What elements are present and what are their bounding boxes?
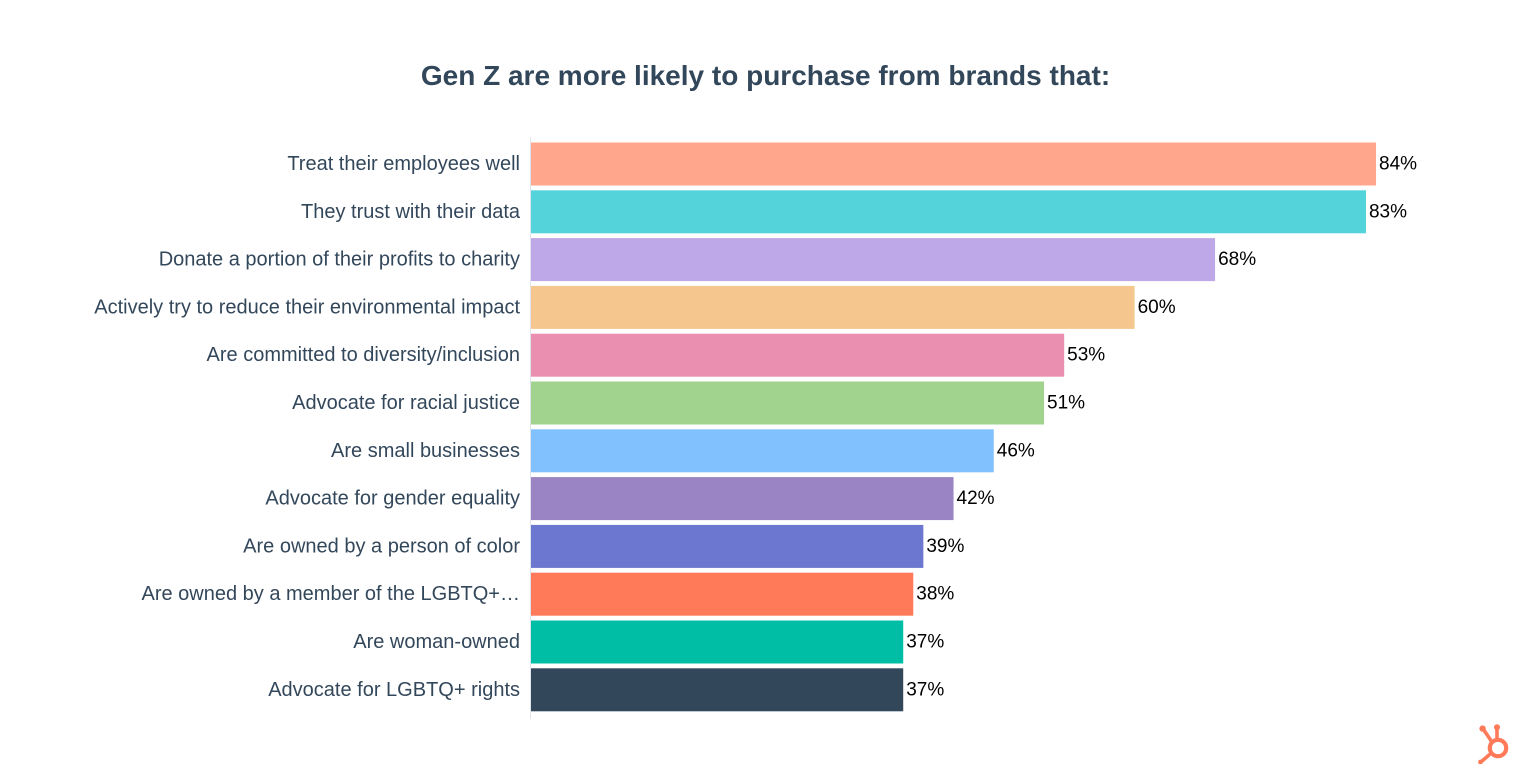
category-labels: Treat their employees well They trust wit… xyxy=(94,153,521,701)
value-label: 38% xyxy=(916,584,954,605)
hubspot-sprocket-icon xyxy=(1478,724,1509,764)
bar xyxy=(531,572,914,616)
bar xyxy=(531,238,1216,282)
category-label: Treat their employees well xyxy=(287,153,520,175)
bar xyxy=(531,429,994,473)
category-label: Are committed to diversity/inclusion xyxy=(207,344,520,366)
value-label: 83% xyxy=(1369,201,1407,222)
bar xyxy=(531,333,1065,377)
value-label: 42% xyxy=(957,488,995,509)
bar xyxy=(531,190,1366,234)
bar xyxy=(531,285,1135,329)
category-label: Advocate for LGBTQ+ rights xyxy=(268,679,520,701)
value-label: 84% xyxy=(1379,154,1417,175)
category-label: They trust with their data xyxy=(301,201,521,223)
bar xyxy=(531,524,924,568)
category-label: Advocate for racial justice xyxy=(292,392,520,414)
bar xyxy=(531,477,954,521)
category-label: Donate a portion of their profits to cha… xyxy=(159,249,520,271)
category-label: Are small businesses xyxy=(331,440,520,462)
value-label: 37% xyxy=(906,679,944,700)
value-label: 37% xyxy=(906,632,944,653)
value-label: 53% xyxy=(1067,345,1105,366)
value-label: 46% xyxy=(997,440,1035,461)
value-label: 51% xyxy=(1047,393,1085,414)
category-label: Are woman-owned xyxy=(353,631,520,653)
category-label: Are owned by a member of the LGBTQ+… xyxy=(141,583,520,605)
bar xyxy=(531,668,904,712)
value-label: 68% xyxy=(1218,249,1256,270)
category-label: Actively try to reduce their environment… xyxy=(94,296,520,318)
category-label: Advocate for gender equality xyxy=(265,488,520,510)
value-label: 39% xyxy=(926,536,964,557)
category-label: Are owned by a person of color xyxy=(243,535,520,557)
chart-title: Gen Z are more likely to purchase from b… xyxy=(420,60,1111,91)
bar xyxy=(531,620,904,664)
bar xyxy=(531,142,1377,186)
value-labels: 84% 83% 68% 60% 53% 51% 46% 42% 39% 38% 37% 37% xyxy=(906,154,1417,701)
bars-group xyxy=(531,142,1377,712)
value-label: 60% xyxy=(1138,297,1176,318)
bar xyxy=(531,381,1045,425)
